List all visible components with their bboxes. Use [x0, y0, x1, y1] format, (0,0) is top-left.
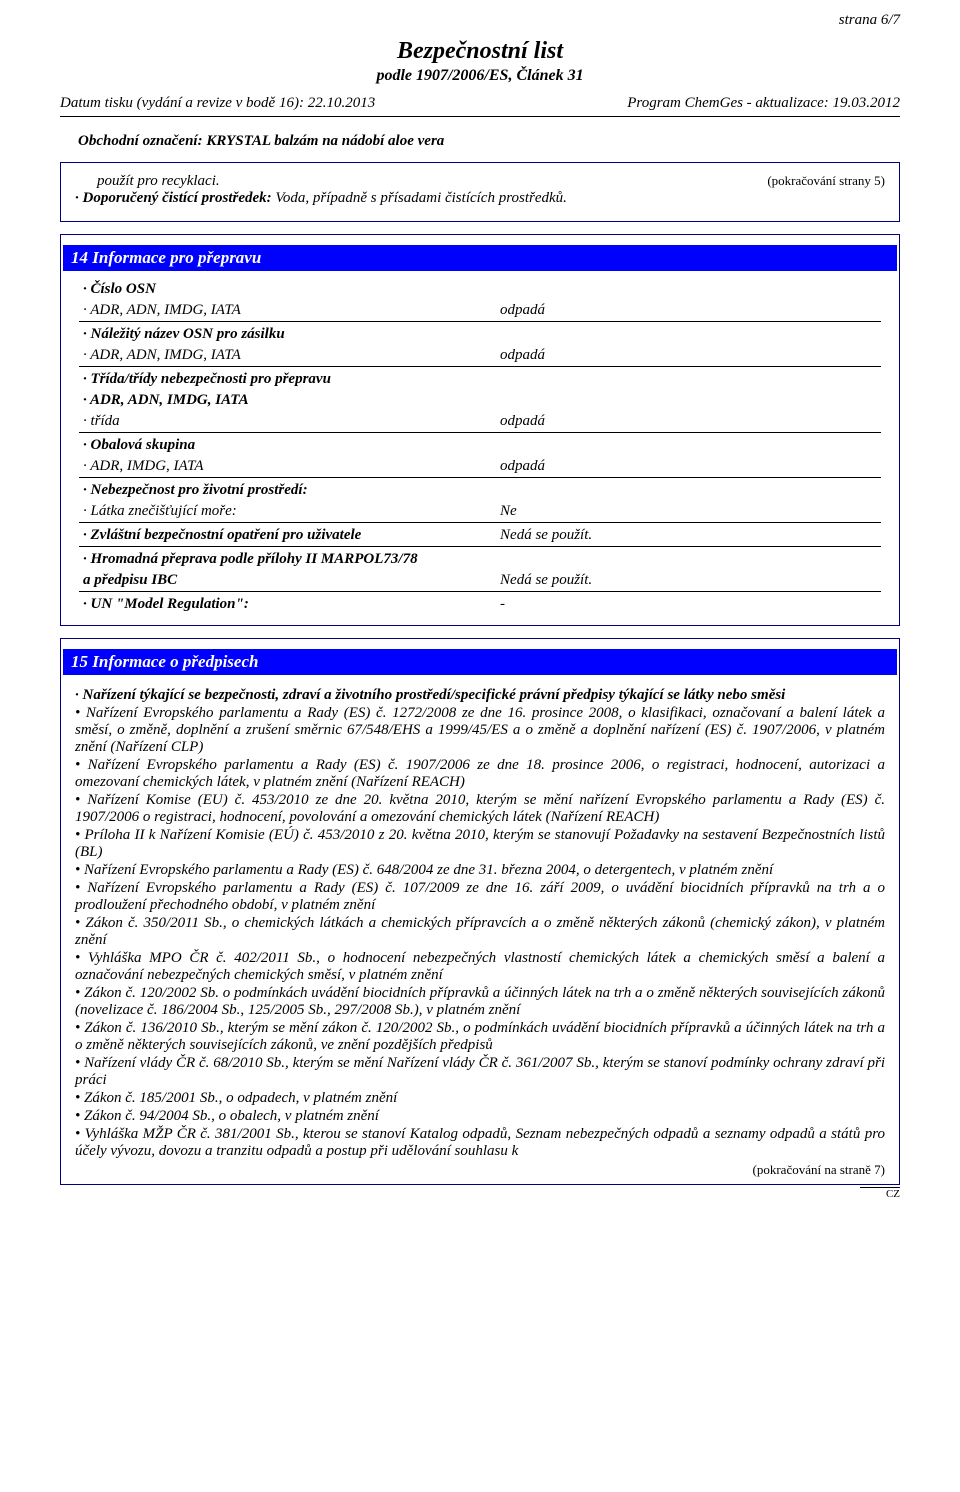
section-15-header: 15 Informace o předpisech	[63, 649, 897, 675]
transport-row-label: · Náležitý název OSN pro zásilku	[79, 322, 496, 346]
section-15-lead: · Nařízení týkající se bezpečnosti, zdra…	[75, 687, 885, 704]
regulations-list: • Nařízení Evropského parlamentu a Rady …	[75, 705, 885, 1160]
print-date: Datum tisku (vydání a revize v bodě 16):…	[60, 95, 375, 112]
transport-row-value	[496, 367, 881, 391]
transport-row-value: Nedá se použít.	[496, 523, 881, 547]
page-number: strana 6/7	[839, 12, 900, 29]
transport-row-value: odpadá	[496, 345, 881, 367]
transport-row-value: Ne	[496, 501, 881, 523]
transport-row-label: · Číslo OSN	[79, 279, 496, 300]
transport-row-sublabel: a předpisu IBC	[79, 570, 496, 592]
transport-row-value: Nedá se použít.	[496, 570, 881, 592]
transport-row-value: odpadá	[496, 456, 881, 478]
transport-row-label: · UN "Model Regulation":	[79, 592, 496, 616]
continuation-box: (pokračování strany 5) použít pro recykl…	[60, 162, 900, 222]
transport-row-value: -	[496, 592, 881, 616]
regulation-item: • Zákon č. 185/2001 Sb., o odpadech, v p…	[75, 1090, 885, 1107]
section-14-box: 14 Informace pro přepravu · Číslo OSN· A…	[60, 234, 900, 626]
transport-row-label: · Hromadná přeprava podle přílohy II MAR…	[79, 547, 496, 571]
cleaning-agent-label: · Doporučený čistící prostředek:	[75, 190, 275, 206]
transport-row-sublabel: · Látka znečišťující moře:	[79, 501, 496, 523]
trade-name: Obchodní označení: KRYSTAL balzám na nád…	[78, 133, 900, 150]
document-title: Bezpečnostní list	[60, 38, 900, 65]
transport-row-label: · Nebezpečnost pro životní prostředí:	[79, 478, 496, 502]
transport-row-label: · ADR, ADN, IMDG, IATA	[79, 390, 496, 411]
regulation-item: • Vyhláška MPO ČR č. 402/2011 Sb., o hod…	[75, 950, 885, 984]
regulation-item: • Zákon č. 120/2002 Sb. o podmínkách uvá…	[75, 985, 885, 1019]
transport-table: · Číslo OSN· ADR, ADN, IMDG, IATAodpadá·…	[79, 279, 881, 615]
regulation-item: • Zákon č. 136/2010 Sb., kterým se mění …	[75, 1020, 885, 1054]
regulation-item: • Vyhláška MŽP ČR č. 381/2001 Sb., ktero…	[75, 1126, 885, 1160]
section-14-header: 14 Informace pro přepravu	[63, 245, 897, 271]
transport-row-sublabel: · ADR, IMDG, IATA	[79, 456, 496, 478]
cleaning-agent-value: Voda, případně s přísadami čistících pro…	[275, 190, 567, 206]
section-15-box: 15 Informace o předpisech · Nařízení týk…	[60, 638, 900, 1185]
transport-row-sublabel: · ADR, ADN, IMDG, IATA	[79, 345, 496, 367]
transport-row-value: odpadá	[496, 411, 881, 433]
document-subtitle: podle 1907/2006/ES, Článek 31	[60, 67, 900, 85]
regulation-item: • Nařízení vlády ČR č. 68/2010 Sb., kter…	[75, 1055, 885, 1089]
regulation-item: • Nařízení Evropského parlamentu a Rady …	[75, 705, 885, 756]
header-row: Datum tisku (vydání a revize v bodě 16):…	[60, 95, 900, 117]
program-version: Program ChemGes - aktualizace: 19.03.201…	[627, 95, 900, 112]
cleaning-agent-line: · Doporučený čistící prostředek: Voda, p…	[75, 190, 885, 207]
regulation-item: • Zákon č. 350/2011 Sb., o chemických lá…	[75, 915, 885, 949]
regulation-item: • Nařízení Evropského parlamentu a Rady …	[75, 862, 885, 879]
continued-on-label: (pokračování na straně 7)	[75, 1162, 885, 1178]
regulation-item: • Zákon č. 94/2004 Sb., o obalech, v pla…	[75, 1108, 885, 1125]
transport-row-label: · Obalová skupina	[79, 433, 496, 457]
regulation-item: • Príloha II k Nařízení Komisie (EÚ) č. …	[75, 827, 885, 861]
transport-row-value: odpadá	[496, 300, 881, 322]
regulation-item: • Nařízení Komise (EU) č. 453/2010 ze dn…	[75, 792, 885, 826]
transport-row-label: · Zvláštní bezpečnostní opatření pro uži…	[79, 523, 496, 547]
transport-row-sublabel: · ADR, ADN, IMDG, IATA	[79, 300, 496, 322]
transport-row-label: · Třída/třídy nebezpečnosti pro přepravu	[79, 367, 496, 391]
sds-page: strana 6/7 Bezpečnostní list podle 1907/…	[0, 0, 960, 1220]
regulation-item: • Nařízení Evropského parlamentu a Rady …	[75, 757, 885, 791]
language-mark: CZ	[860, 1187, 900, 1200]
regulation-item: • Nařízení Evropského parlamentu a Rady …	[75, 880, 885, 914]
transport-row-sublabel: · třída	[79, 411, 496, 433]
continued-from-label: (pokračování strany 5)	[767, 173, 885, 189]
